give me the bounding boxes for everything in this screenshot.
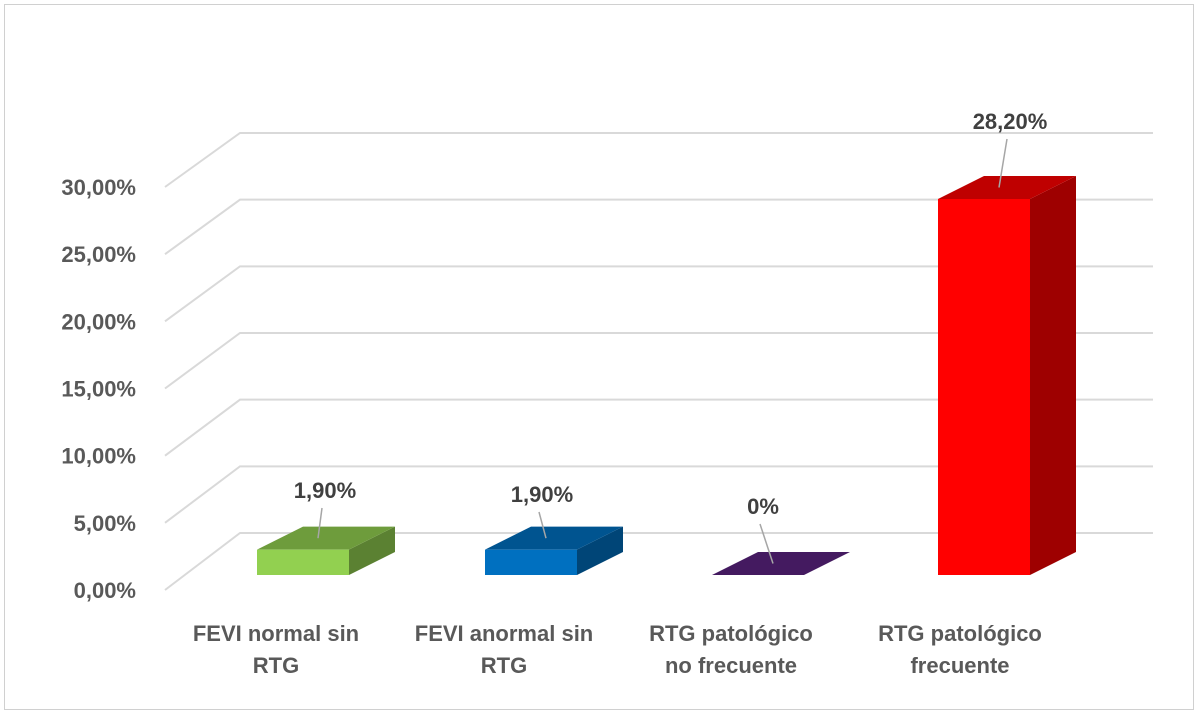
data-label: 1,90% [511,482,573,507]
data-label-leader [538,511,547,539]
bar-side [577,526,623,575]
y-tick-label: 10,00% [61,444,136,469]
data-label-leader [759,523,774,564]
data-label: 1,90% [294,478,356,503]
gridline [164,132,1153,188]
y-tick-label: 5,00% [74,511,136,536]
y-tick-label: 20,00% [61,309,136,334]
gridline [164,198,1153,255]
bar [938,199,1030,575]
x-tick-label: FEVI normal sin [193,621,359,646]
gridline [164,332,1153,390]
data-label: 28,20% [973,109,1048,134]
y-tick-label: 0,00% [74,578,136,603]
bar-side [349,526,395,575]
gridline [164,465,1153,524]
bar-side [1030,176,1076,575]
bar-top [485,526,623,550]
x-tick-label: FEVI anormal sin [415,621,594,646]
y-tick-label: 30,00% [61,175,136,200]
x-tick-label: RTG [253,653,299,678]
bar-top [938,176,1076,199]
gridline [164,265,1153,323]
x-tick-label: RTG patológico [649,621,813,646]
bar-top [257,526,395,550]
gridline [164,532,1153,591]
y-tick-label: 15,00% [61,377,136,402]
x-tick-label: RTG [481,653,527,678]
x-tick-label: frecuente [910,653,1009,678]
bar-top [712,552,850,575]
x-tick-label: no frecuente [665,653,797,678]
gridline [164,398,1153,457]
x-tick-label: RTG patológico [878,621,1042,646]
bar [257,549,349,575]
data-label-leader [998,138,1008,188]
data-label-leader [317,507,323,539]
y-tick-label: 25,00% [61,242,136,267]
bar [485,549,577,575]
data-label: 0% [747,494,779,519]
